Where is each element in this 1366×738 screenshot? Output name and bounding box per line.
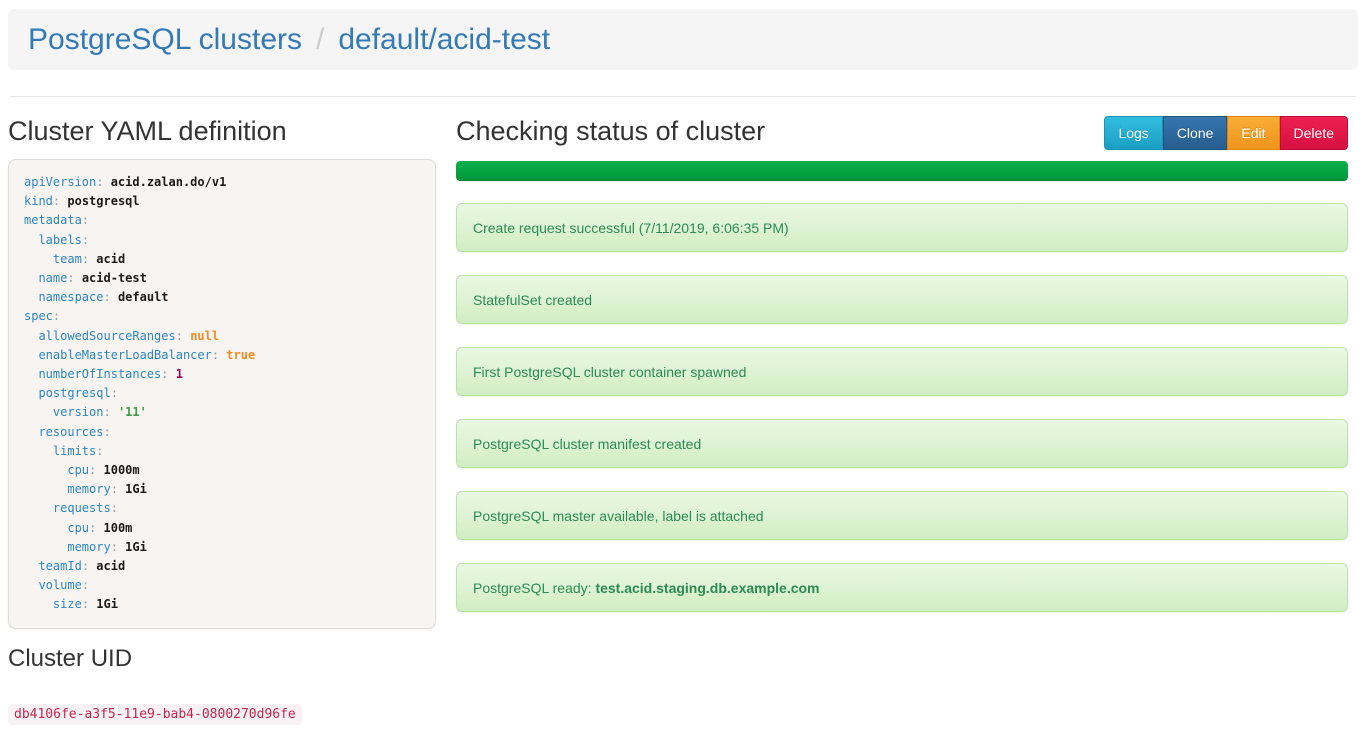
- yaml-line: allowedSourceRanges: null: [38, 328, 220, 343]
- divider: [10, 96, 1356, 97]
- yaml-line: cpu: 1000m: [67, 463, 140, 478]
- yaml-line: team: acid: [52, 251, 126, 266]
- yaml-line: size: 1Gi: [52, 597, 118, 612]
- status-alert-highlight: test.acid.staging.db.example.com: [595, 579, 820, 596]
- status-column: Checking status of cluster Logs Clone Edit…: [456, 115, 1348, 725]
- status-alert-text: StatefulSet created: [473, 291, 593, 308]
- status-alert: PostgreSQL ready: test.acid.staging.db.e…: [456, 563, 1348, 612]
- yaml-line: cpu: 100m: [67, 520, 133, 535]
- yaml-line: memory: 1Gi: [67, 539, 147, 554]
- yaml-line: limits:: [52, 443, 104, 458]
- status-section-title: Checking status of cluster: [456, 116, 766, 146]
- status-message-list: Create request successful (7/11/2019, 6:…: [456, 203, 1348, 612]
- cluster-action-buttons: Logs Clone Edit Delete: [1104, 116, 1348, 150]
- yaml-line: memory: 1Gi: [67, 482, 147, 497]
- edit-button[interactable]: Edit: [1227, 116, 1280, 150]
- yaml-line: numberOfInstances: 1: [38, 367, 183, 382]
- yaml-line: requests:: [52, 501, 118, 516]
- yaml-section-title: Cluster YAML definition: [8, 116, 287, 146]
- status-alert: PostgreSQL cluster manifest created: [456, 419, 1348, 468]
- breadcrumb-clusters-link[interactable]: PostgreSQL clusters: [28, 22, 302, 56]
- yaml-line: apiVersion: acid.zalan.do/v1: [24, 175, 227, 189]
- breadcrumb: PostgreSQL clusters / default/acid-test: [8, 9, 1358, 70]
- cluster-yaml-code: apiVersion: acid.zalan.do/v1 kind: postg…: [8, 159, 436, 629]
- status-alert: Create request successful (7/11/2019, 6:…: [456, 203, 1348, 252]
- yaml-line: kind: postgresql: [24, 194, 140, 209]
- cluster-uid-value: db4106fe-a3f5-11e9-bab4-0800270d96fe: [8, 703, 302, 725]
- yaml-line: postgresql:: [38, 386, 118, 401]
- status-alert-text: PostgreSQL ready: test.acid.staging.db.e…: [473, 579, 820, 596]
- uid-section-title: Cluster UID: [8, 644, 133, 672]
- yaml-line: teamId: acid: [38, 559, 126, 574]
- yaml-line: version: '11': [52, 405, 147, 420]
- status-alert: PostgreSQL master available, label is at…: [456, 491, 1348, 540]
- status-alert-text: PostgreSQL master available, label is at…: [473, 507, 764, 524]
- yaml-line: name: acid-test: [38, 271, 147, 286]
- yaml-line: enableMasterLoadBalancer: true: [38, 347, 256, 362]
- breadcrumb-cluster-link[interactable]: default/acid-test: [338, 22, 551, 56]
- logs-button[interactable]: Logs: [1104, 116, 1163, 150]
- yaml-line: namespace: default: [38, 290, 169, 305]
- breadcrumb-separator: /: [316, 22, 325, 56]
- yaml-line: labels:: [38, 232, 90, 247]
- status-alert-text: PostgreSQL cluster manifest created: [473, 435, 702, 452]
- main-content: Cluster YAML definition apiVersion: acid…: [0, 97, 1366, 725]
- status-alert-text: Create request successful (7/11/2019, 6:…: [473, 219, 789, 236]
- status-header: Checking status of cluster Logs Clone Edit…: [456, 115, 1348, 150]
- clone-button[interactable]: Clone: [1162, 116, 1228, 150]
- yaml-column: Cluster YAML definition apiVersion: acid…: [8, 115, 436, 725]
- status-progress-track: [456, 161, 1348, 181]
- status-alert: StatefulSet created: [456, 275, 1348, 324]
- yaml-line: metadata:: [24, 213, 90, 228]
- status-alert-text: First PostgreSQL cluster container spawn…: [473, 363, 747, 380]
- yaml-line: spec:: [24, 309, 61, 324]
- delete-button[interactable]: Delete: [1279, 116, 1348, 150]
- status-alert: First PostgreSQL cluster container spawn…: [456, 347, 1348, 396]
- yaml-line: resources:: [38, 424, 111, 439]
- yaml-line: volume:: [38, 578, 90, 593]
- status-progress-bar: [456, 161, 1348, 181]
